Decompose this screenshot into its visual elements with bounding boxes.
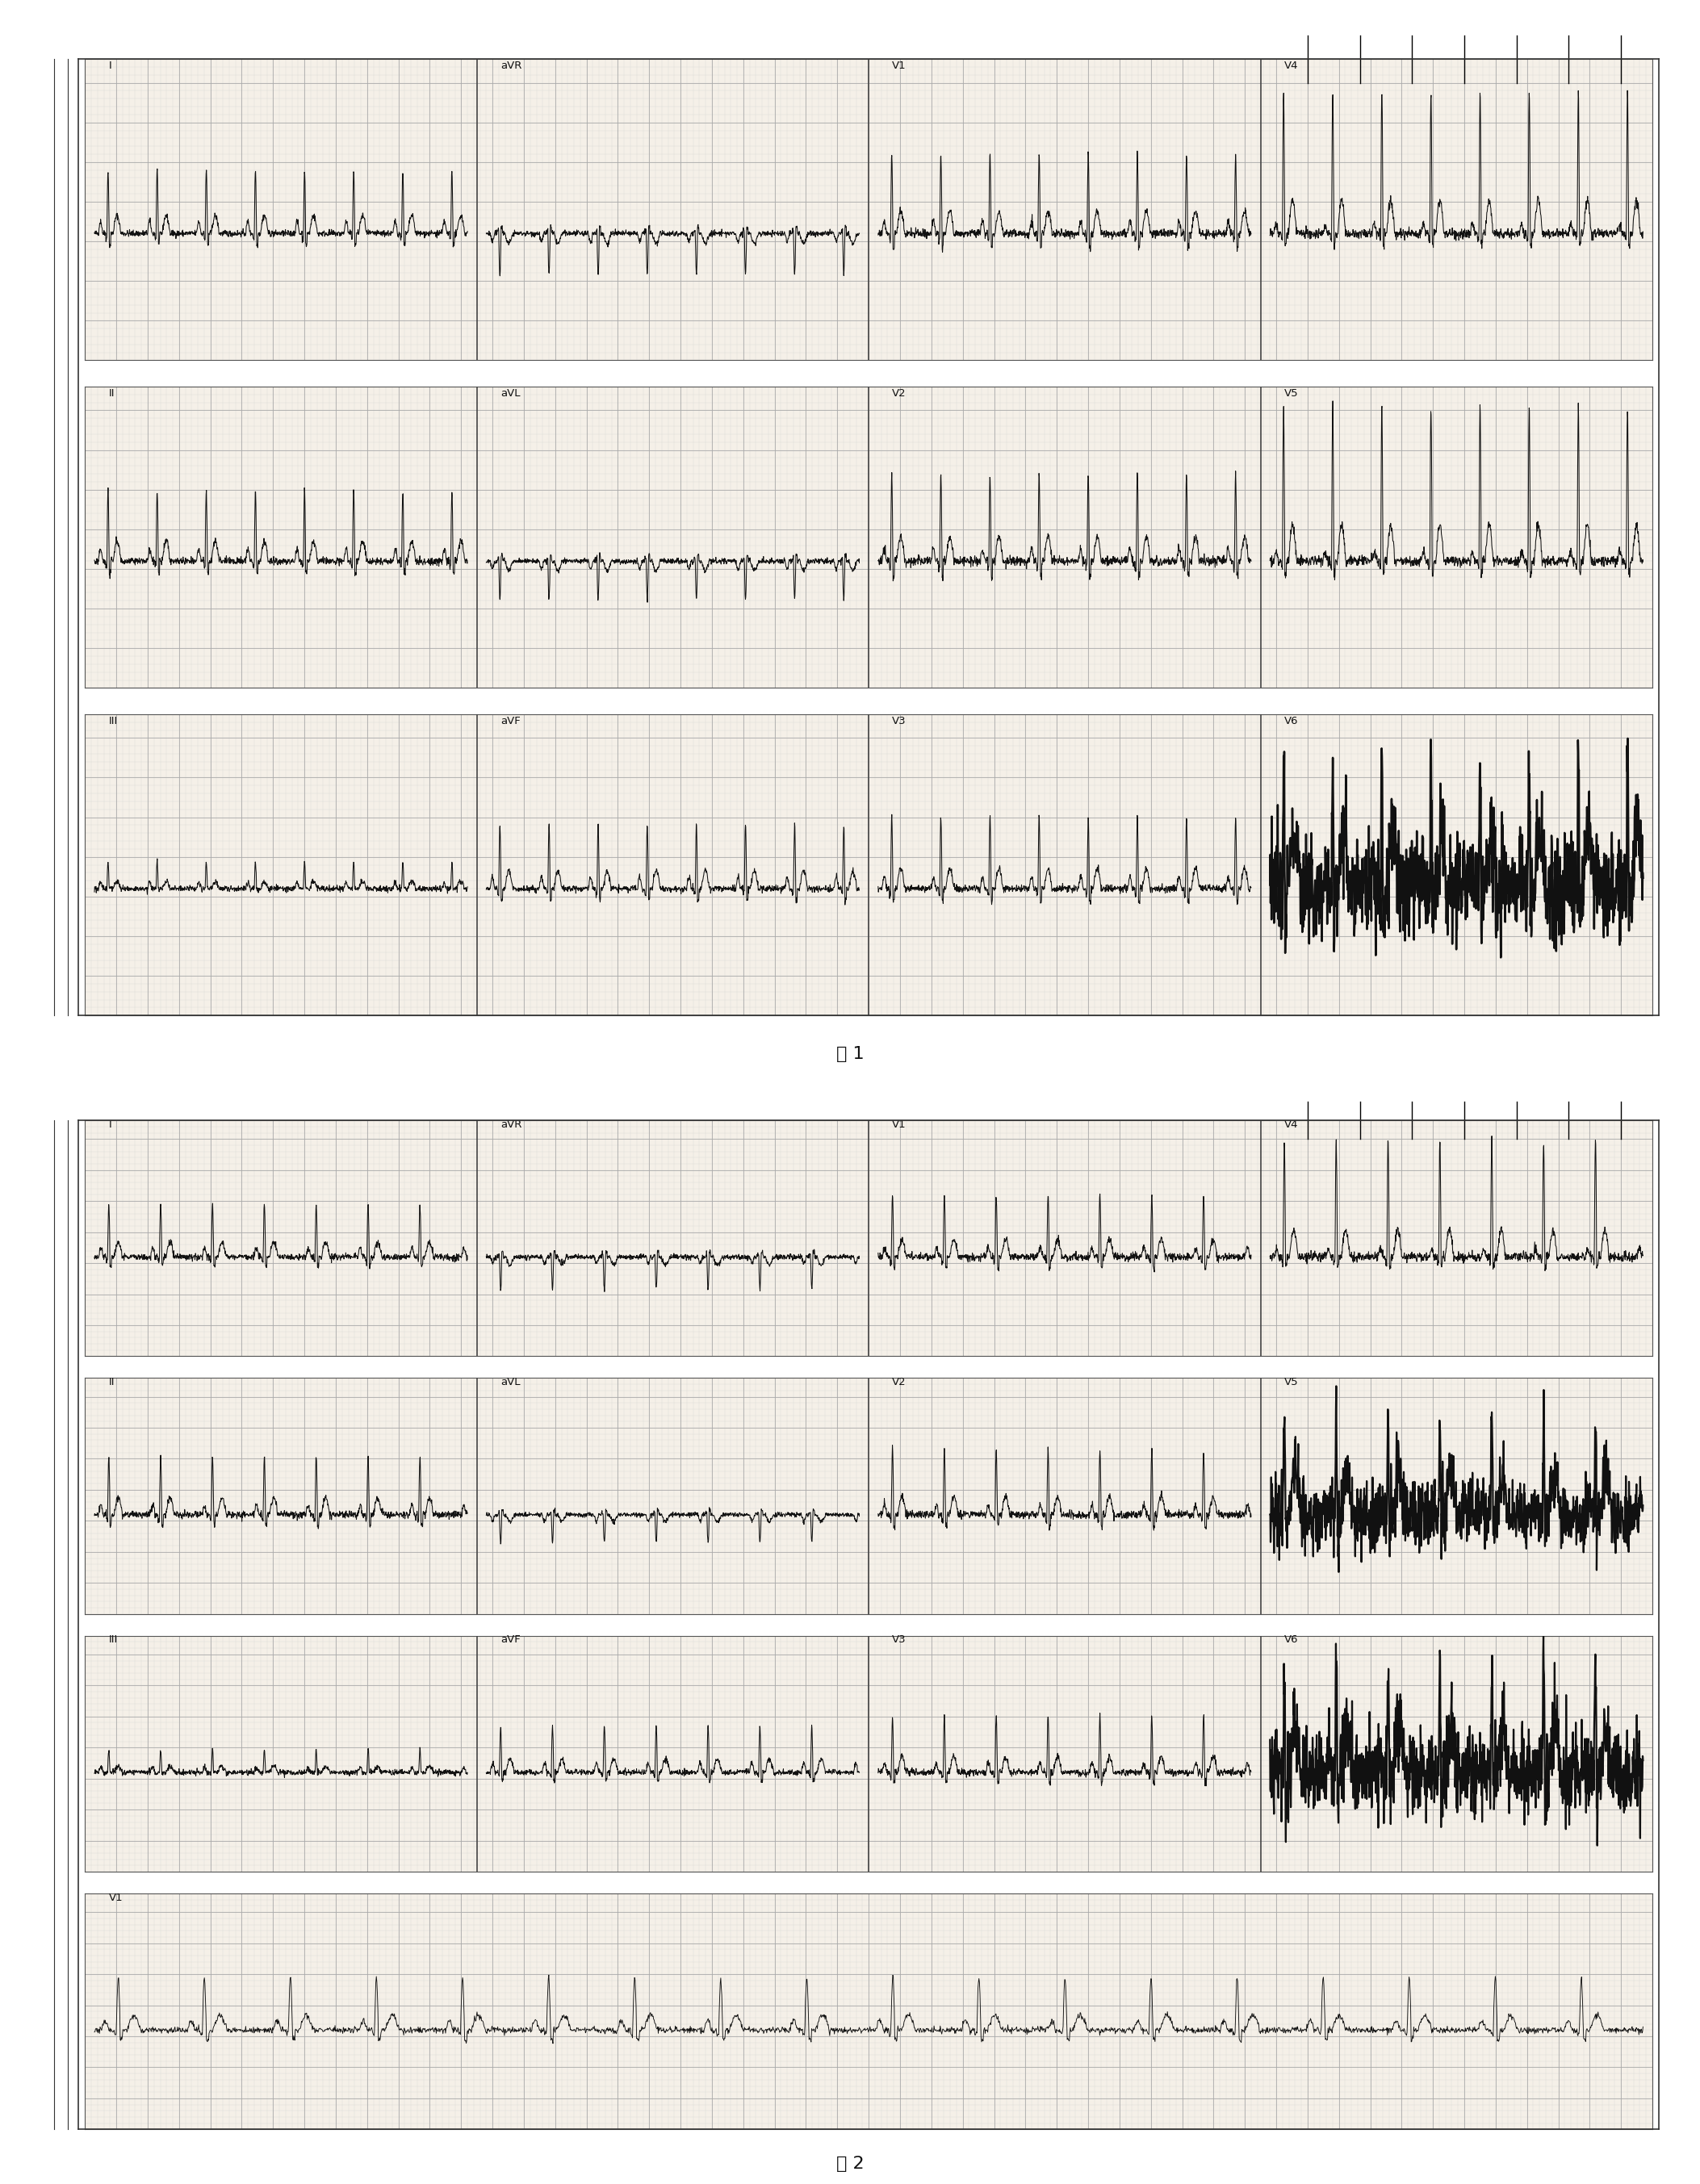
Text: II: II	[109, 1376, 114, 1387]
Text: V1: V1	[893, 61, 906, 70]
Text: aVL: aVL	[500, 389, 520, 397]
Text: V5: V5	[1284, 389, 1299, 397]
Text: V1: V1	[109, 1891, 122, 1902]
Text: II: II	[109, 389, 114, 397]
Text: V4: V4	[1284, 61, 1299, 70]
Text: 图 1: 图 1	[836, 1046, 864, 1061]
Text: aVR: aVR	[500, 1118, 522, 1129]
Text: V2: V2	[893, 1376, 906, 1387]
Text: aVL: aVL	[500, 1376, 520, 1387]
Text: V3: V3	[893, 716, 906, 725]
Text: I: I	[109, 1118, 112, 1129]
Text: aVR: aVR	[500, 61, 522, 70]
Text: V4: V4	[1284, 1118, 1299, 1129]
Text: aVF: aVF	[500, 716, 520, 725]
Text: III: III	[109, 716, 117, 725]
Text: III: III	[109, 1634, 117, 1645]
Text: V1: V1	[893, 1118, 906, 1129]
Text: V6: V6	[1284, 716, 1299, 725]
Text: I: I	[109, 61, 112, 70]
Text: V2: V2	[893, 389, 906, 397]
Text: V6: V6	[1284, 1634, 1299, 1645]
Text: V5: V5	[1284, 1376, 1299, 1387]
Text: V3: V3	[893, 1634, 906, 1645]
Text: aVF: aVF	[500, 1634, 520, 1645]
Text: 图 2: 图 2	[836, 2156, 864, 2171]
